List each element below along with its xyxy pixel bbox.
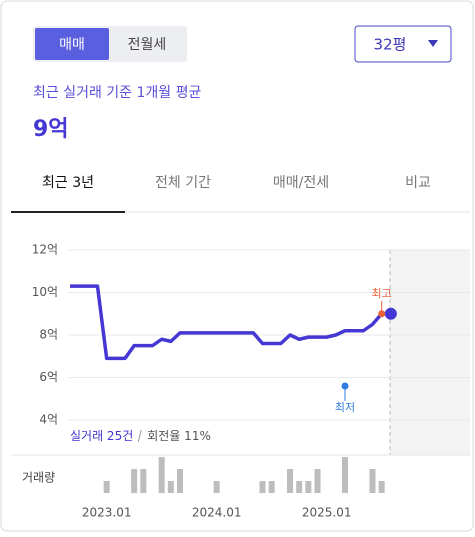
trade-tab[interactable]: 전월세	[128, 37, 167, 53]
price-line	[70, 284, 391, 361]
volume-bar	[131, 469, 138, 493]
period-tab[interactable]: 전체 기간	[155, 175, 211, 191]
volume-bar	[342, 457, 348, 493]
volume-bar	[259, 481, 266, 493]
y-tick-label: 4억	[39, 413, 58, 427]
stats-separator	[137, 429, 142, 443]
x-tick-label: 2025.01	[302, 506, 352, 520]
volume-bar	[268, 481, 275, 493]
trade-tab-active[interactable]	[35, 28, 109, 60]
price: 9억	[33, 117, 69, 142]
volume-bar	[158, 457, 165, 493]
period-tab[interactable]: 비교	[405, 175, 431, 191]
x-tick-label: 2023.01	[82, 506, 132, 520]
volume-label: 거래량	[22, 471, 55, 485]
stat: 실거래 25건	[70, 429, 133, 443]
annotation-point	[378, 310, 386, 318]
y-tick-label: 6억	[39, 370, 58, 384]
period-tab[interactable]: 매매/전세	[273, 175, 329, 191]
caption: 최근 실거래 기준 1개월 평균	[33, 85, 202, 101]
volume-bar	[296, 481, 303, 493]
volume-bar	[103, 481, 110, 493]
y-tick-label: 10억	[32, 285, 58, 299]
stats: 실거래 25건 회전율 11%	[70, 429, 211, 443]
volume-bar	[314, 469, 321, 493]
future-area	[390, 250, 470, 455]
stat: 회전율 11%	[147, 429, 211, 443]
size-value[interactable]: 32평	[374, 36, 407, 54]
annotation-label: 최저	[335, 401, 355, 414]
y-tick-label: 12억	[32, 243, 58, 257]
volume-bar	[287, 469, 293, 493]
volume-bar	[177, 469, 183, 493]
x-tick-label: 2024.01	[192, 506, 242, 520]
current-point	[384, 307, 397, 320]
size-dropdown[interactable]	[354, 25, 452, 63]
dropdown-caret	[428, 40, 438, 47]
volume-bar	[369, 469, 376, 493]
y-tick-label: 8억	[39, 328, 58, 342]
trade-tab[interactable]: 매매	[59, 37, 85, 53]
annotation-label: 최고	[372, 287, 392, 300]
period-tab[interactable]: 최근 3년	[42, 175, 94, 191]
volume-bar	[167, 481, 174, 493]
annotation-point	[341, 382, 349, 390]
volume-bar	[378, 481, 385, 493]
volume-bar	[140, 469, 147, 493]
volume-bar	[213, 481, 220, 493]
volume-bar	[305, 481, 312, 493]
